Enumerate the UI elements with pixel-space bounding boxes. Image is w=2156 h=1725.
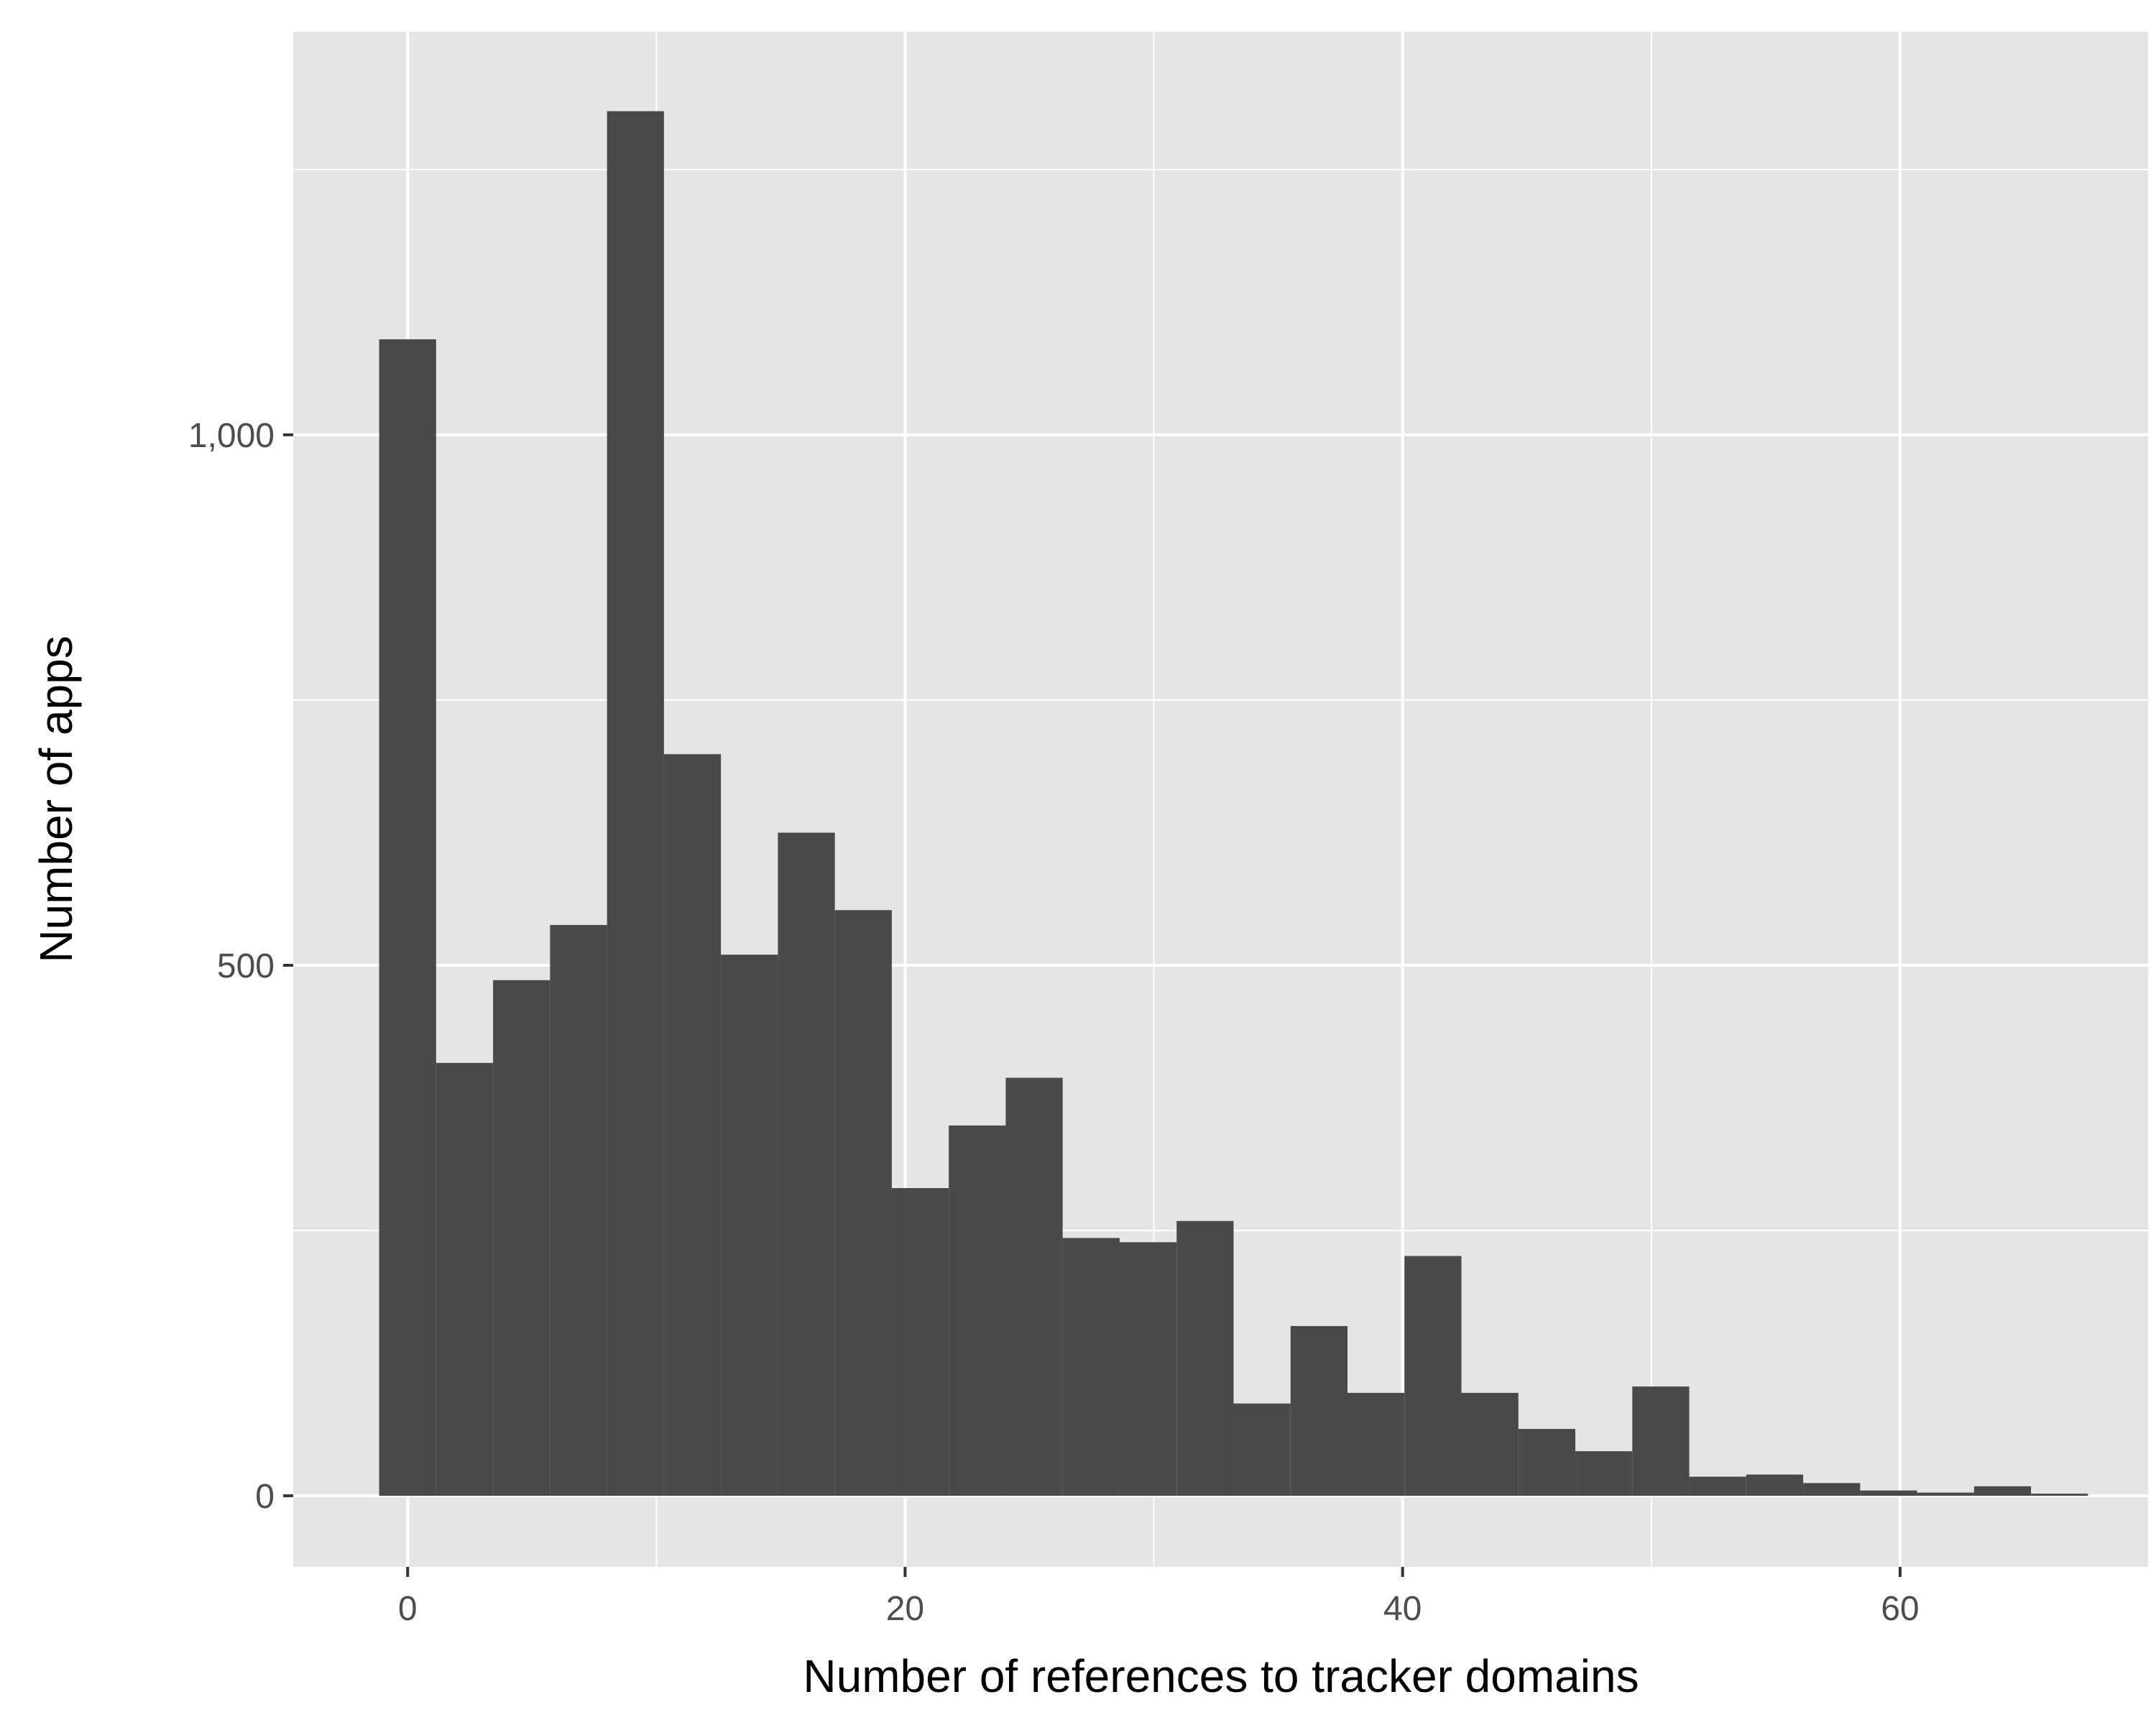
histogram-bar	[1005, 1077, 1063, 1496]
x-tick-label: 20	[886, 1590, 924, 1628]
histogram-bar	[436, 1062, 494, 1496]
histogram-bar	[1518, 1429, 1576, 1496]
histogram-bar	[834, 910, 892, 1496]
histogram-bar	[1917, 1492, 1974, 1496]
histogram-bar	[1689, 1476, 1746, 1496]
histogram-bar	[2031, 1494, 2088, 1496]
histogram-bar	[379, 339, 436, 1496]
histogram-bar	[1347, 1392, 1405, 1496]
histogram-bar	[663, 754, 722, 1496]
y-axis-title: Number of apps	[30, 635, 82, 962]
histogram-bars	[379, 111, 2088, 1496]
histogram-bar	[1973, 1486, 2032, 1496]
histogram-bar	[1233, 1403, 1291, 1496]
x-axis-title: Number of references to tracker domains	[803, 1650, 1639, 1702]
y-tick-label: 0	[255, 1478, 275, 1516]
histogram-bar	[949, 1125, 1006, 1496]
histogram-bar	[1176, 1220, 1234, 1496]
histogram-bar	[778, 832, 835, 1496]
histogram-bar	[607, 111, 664, 1496]
y-tick-label: 1,000	[188, 417, 275, 455]
y-tick-label: 500	[217, 947, 275, 985]
histogram-bar	[721, 954, 778, 1496]
histogram-bar	[1404, 1256, 1462, 1496]
histogram-bar	[1062, 1238, 1120, 1496]
histogram-bar	[1746, 1474, 1804, 1496]
histogram-bar	[1575, 1451, 1633, 1496]
x-tick-label: 40	[1383, 1590, 1422, 1628]
histogram-bar	[891, 1188, 949, 1496]
histogram-bar	[1803, 1483, 1861, 1496]
x-axis: 0 20 40 60	[398, 1567, 1920, 1628]
y-axis: 0 500 1,000	[188, 417, 293, 1516]
x-tick-label: 0	[398, 1590, 418, 1628]
histogram-bar	[1860, 1490, 1917, 1496]
x-tick-label: 60	[1881, 1590, 1919, 1628]
histogram-bar	[1632, 1386, 1690, 1496]
histogram-bar	[493, 980, 550, 1496]
histogram-bar	[1461, 1392, 1519, 1496]
histogram-bar	[1290, 1325, 1348, 1496]
histogram-bar	[550, 924, 607, 1496]
histogram-bar	[1119, 1242, 1177, 1496]
